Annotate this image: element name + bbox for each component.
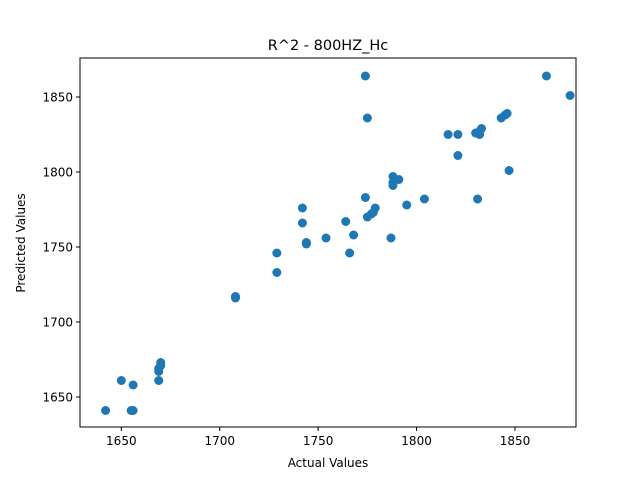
- data-point: [128, 380, 138, 390]
- y-axis-ticks: 1650 1700 1750 1800 1850: [42, 91, 80, 405]
- x-tick-label: 1750: [303, 434, 334, 448]
- x-axis-ticks: 1650 1700 1750 1800 1850: [106, 427, 530, 448]
- data-point: [388, 181, 398, 190]
- data-point: [362, 113, 372, 123]
- y-tick-label: 1800: [42, 166, 73, 180]
- data-point: [394, 175, 404, 184]
- data-point: [504, 166, 514, 175]
- data-point: [101, 406, 111, 415]
- plot-frame: [79, 57, 577, 428]
- data-point: [230, 292, 240, 301]
- data-point: [402, 200, 412, 210]
- data-point: [477, 124, 487, 133]
- data-point: [297, 218, 307, 228]
- data-point: [502, 109, 512, 118]
- data-point: [386, 233, 396, 243]
- data-point: [473, 194, 483, 204]
- x-tick-label: 1650: [106, 434, 137, 448]
- data-point: [565, 91, 575, 100]
- y-tick-label: 1650: [42, 391, 73, 405]
- x-tick-label: 1700: [204, 434, 235, 448]
- x-tick-label: 1800: [401, 434, 432, 448]
- data-point: [349, 230, 359, 240]
- data-point: [128, 406, 138, 415]
- data-point: [156, 358, 166, 367]
- data-point: [301, 239, 311, 249]
- data-point: [321, 233, 331, 243]
- x-tick-label: 1850: [500, 434, 531, 448]
- data-points: [101, 71, 575, 415]
- data-point: [443, 130, 453, 139]
- chart-title: R^2 - 800HZ_Hc: [268, 38, 389, 54]
- y-tick-label: 1700: [42, 316, 73, 330]
- data-point: [360, 71, 370, 81]
- data-point: [272, 248, 282, 258]
- data-point: [297, 203, 307, 213]
- data-point: [541, 71, 551, 81]
- y-tick-label: 1850: [42, 91, 73, 105]
- data-point: [345, 248, 355, 258]
- data-point: [453, 130, 463, 139]
- data-point: [453, 151, 463, 160]
- data-point: [419, 194, 429, 204]
- y-tick-label: 1750: [42, 241, 73, 255]
- data-point: [370, 203, 380, 213]
- data-point: [154, 376, 164, 385]
- data-point: [272, 268, 282, 277]
- data-point: [360, 193, 370, 202]
- y-axis-label: Predicted Values: [14, 193, 28, 292]
- x-axis-label: Actual Values: [288, 456, 369, 470]
- data-point: [116, 376, 126, 385]
- data-point: [341, 217, 351, 226]
